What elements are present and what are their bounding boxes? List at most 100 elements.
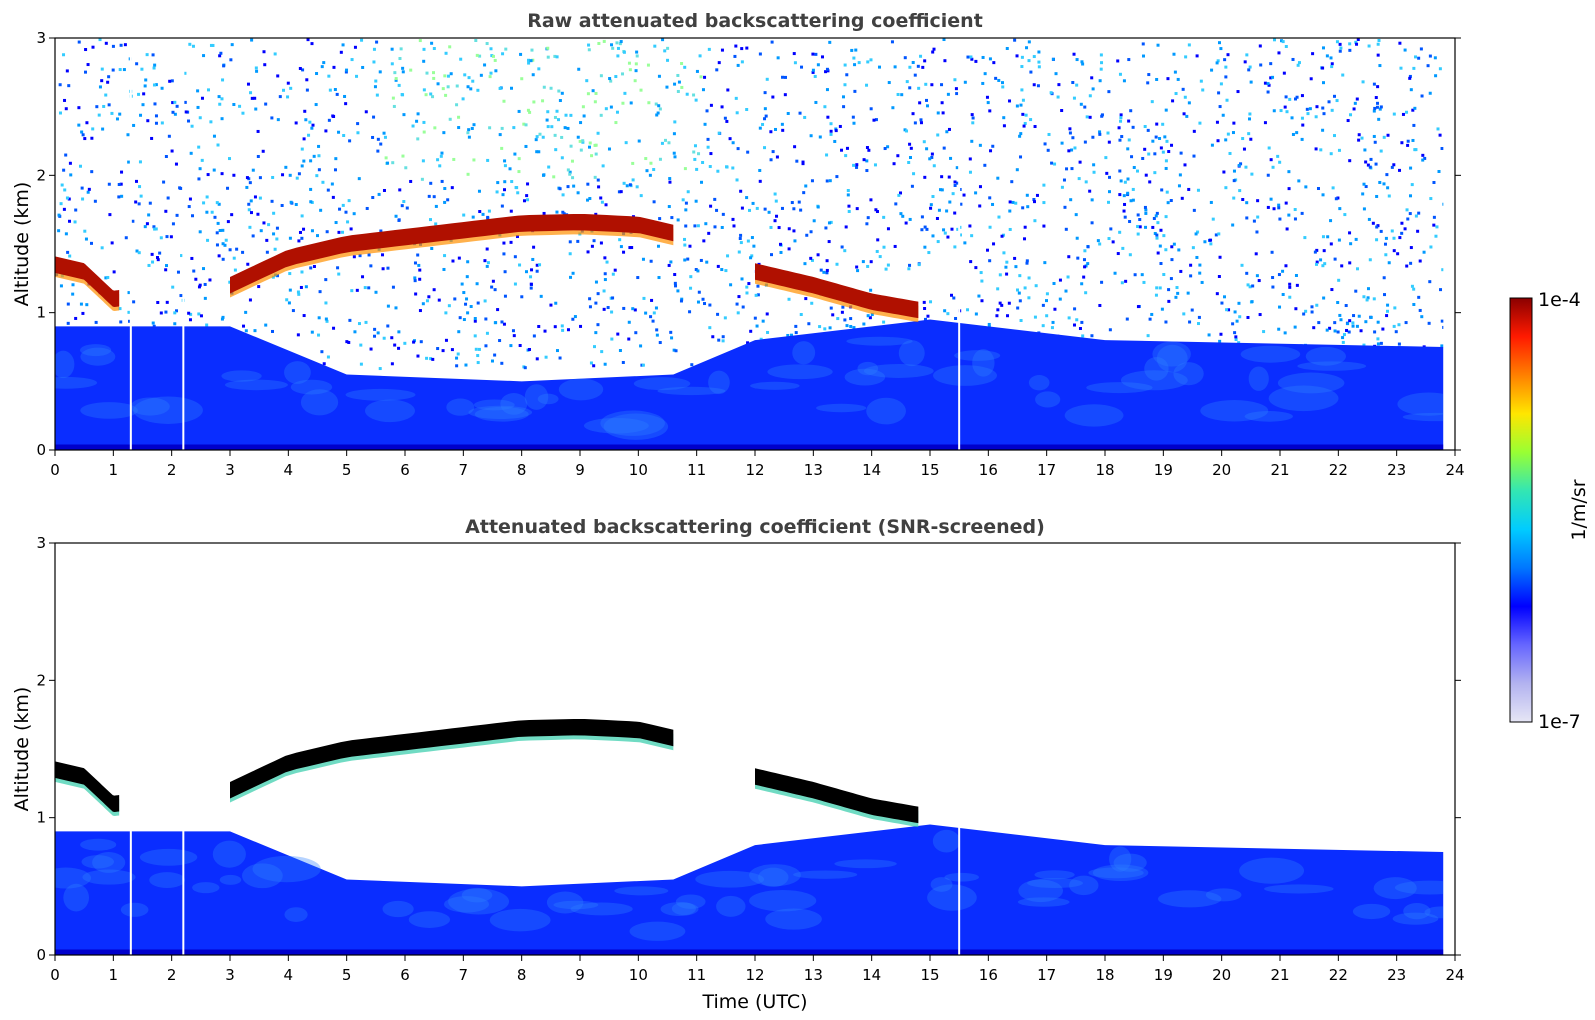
noise-pixel xyxy=(1354,289,1358,293)
noise-pixel xyxy=(467,76,471,80)
noise-pixel xyxy=(1255,230,1259,234)
noise-pixel xyxy=(1291,132,1295,136)
noise-pixel xyxy=(534,138,538,142)
noise-pixel xyxy=(147,213,151,217)
chart-title: Raw attenuated backscattering coefficien… xyxy=(527,10,983,32)
noise-pixel xyxy=(336,266,340,270)
noise-pixel xyxy=(383,135,387,139)
noise-pixel xyxy=(409,68,413,72)
noise-pixel xyxy=(1321,128,1325,132)
noise-pixel xyxy=(1119,116,1123,120)
noise-pixel xyxy=(590,154,594,158)
noise-pixel xyxy=(1341,336,1345,340)
noise-pixel xyxy=(1091,135,1095,139)
aerosol-patch xyxy=(489,908,551,932)
noise-pixel xyxy=(579,121,583,125)
x-tick-label: 23 xyxy=(1387,461,1406,479)
noise-pixel xyxy=(818,325,822,329)
noise-pixel xyxy=(604,107,608,111)
noise-pixel xyxy=(1155,122,1159,126)
noise-pixel xyxy=(1014,265,1018,269)
noise-pixel xyxy=(321,180,325,184)
noise-pixel xyxy=(1123,180,1127,184)
noise-pixel xyxy=(1019,132,1023,136)
noise-pixel xyxy=(300,164,304,168)
noise-pixel xyxy=(541,173,545,177)
noise-pixel xyxy=(1241,137,1245,141)
noise-pixel xyxy=(1294,307,1298,311)
noise-pixel xyxy=(1281,269,1285,273)
noise-pixel xyxy=(221,242,225,246)
noise-pixel xyxy=(503,188,507,192)
noise-pixel xyxy=(1002,124,1006,128)
noise-pixel xyxy=(680,85,684,89)
noise-pixel xyxy=(925,147,929,151)
noise-pixel xyxy=(647,101,651,105)
noise-pixel xyxy=(1278,160,1282,164)
noise-pixel xyxy=(825,271,829,275)
noise-pixel xyxy=(1348,261,1352,265)
noise-pixel xyxy=(334,221,338,225)
noise-pixel xyxy=(537,324,541,328)
noise-pixel xyxy=(1127,119,1131,123)
y-tick-label: 1 xyxy=(36,809,46,827)
noise-pixel xyxy=(855,165,859,169)
noise-pixel xyxy=(1064,227,1068,231)
noise-pixel xyxy=(853,63,857,67)
noise-pixel xyxy=(988,259,992,263)
noise-pixel xyxy=(1269,62,1273,66)
noise-pixel xyxy=(338,207,342,211)
noise-pixel xyxy=(119,182,123,186)
noise-pixel xyxy=(218,229,222,233)
noise-pixel xyxy=(1330,288,1334,292)
noise-pixel xyxy=(1107,140,1111,144)
noise-pixel xyxy=(462,318,466,322)
noise-pixel xyxy=(1256,199,1260,203)
noise-pixel xyxy=(248,181,252,185)
noise-pixel xyxy=(693,157,697,161)
missing-column xyxy=(958,38,961,450)
noise-pixel xyxy=(399,47,403,51)
noise-pixel xyxy=(1080,60,1084,64)
aerosol-patch xyxy=(120,902,149,917)
noise-pixel xyxy=(956,227,960,231)
noise-pixel xyxy=(1144,211,1148,215)
noise-pixel xyxy=(337,130,341,134)
noise-pixel xyxy=(471,79,475,83)
noise-pixel xyxy=(986,248,990,252)
noise-pixel xyxy=(413,276,417,280)
noise-pixel xyxy=(925,104,929,108)
aerosol-patch xyxy=(242,863,283,889)
noise-pixel xyxy=(1227,308,1231,312)
noise-pixel xyxy=(1336,301,1340,305)
noise-pixel xyxy=(452,157,456,161)
noise-pixel xyxy=(1355,267,1359,271)
noise-pixel xyxy=(1394,330,1398,334)
noise-pixel xyxy=(1357,314,1361,318)
noise-pixel xyxy=(394,214,398,218)
noise-pixel xyxy=(509,86,513,90)
noise-pixel xyxy=(746,150,750,154)
x-axis: 0 1 2 3 4 5 6 7 8 9 10 11 12 13 14 15 16 17 18 19 20 21 22 23 24 xyxy=(50,955,1465,984)
noise-pixel xyxy=(79,302,83,306)
noise-pixel xyxy=(971,121,975,125)
noise-pixel xyxy=(573,315,577,319)
noise-pixel xyxy=(490,285,494,289)
noise-pixel xyxy=(491,279,495,283)
noise-pixel xyxy=(297,172,301,176)
noise-pixel xyxy=(663,138,667,142)
noise-pixel xyxy=(1347,330,1351,334)
noise-pixel xyxy=(190,256,194,260)
noise-pixel xyxy=(1215,292,1219,296)
noise-pixel xyxy=(1158,136,1162,140)
noise-pixel xyxy=(1167,150,1171,154)
aerosol-patch xyxy=(1157,890,1222,908)
noise-pixel xyxy=(216,221,220,225)
noise-pixel xyxy=(1216,59,1220,63)
noise-pixel xyxy=(1071,81,1075,85)
noise-pixel xyxy=(170,79,174,83)
noise-pixel xyxy=(770,40,774,44)
noise-pixel xyxy=(397,83,401,87)
noise-pixel xyxy=(1328,326,1332,330)
noise-pixel xyxy=(430,41,434,45)
